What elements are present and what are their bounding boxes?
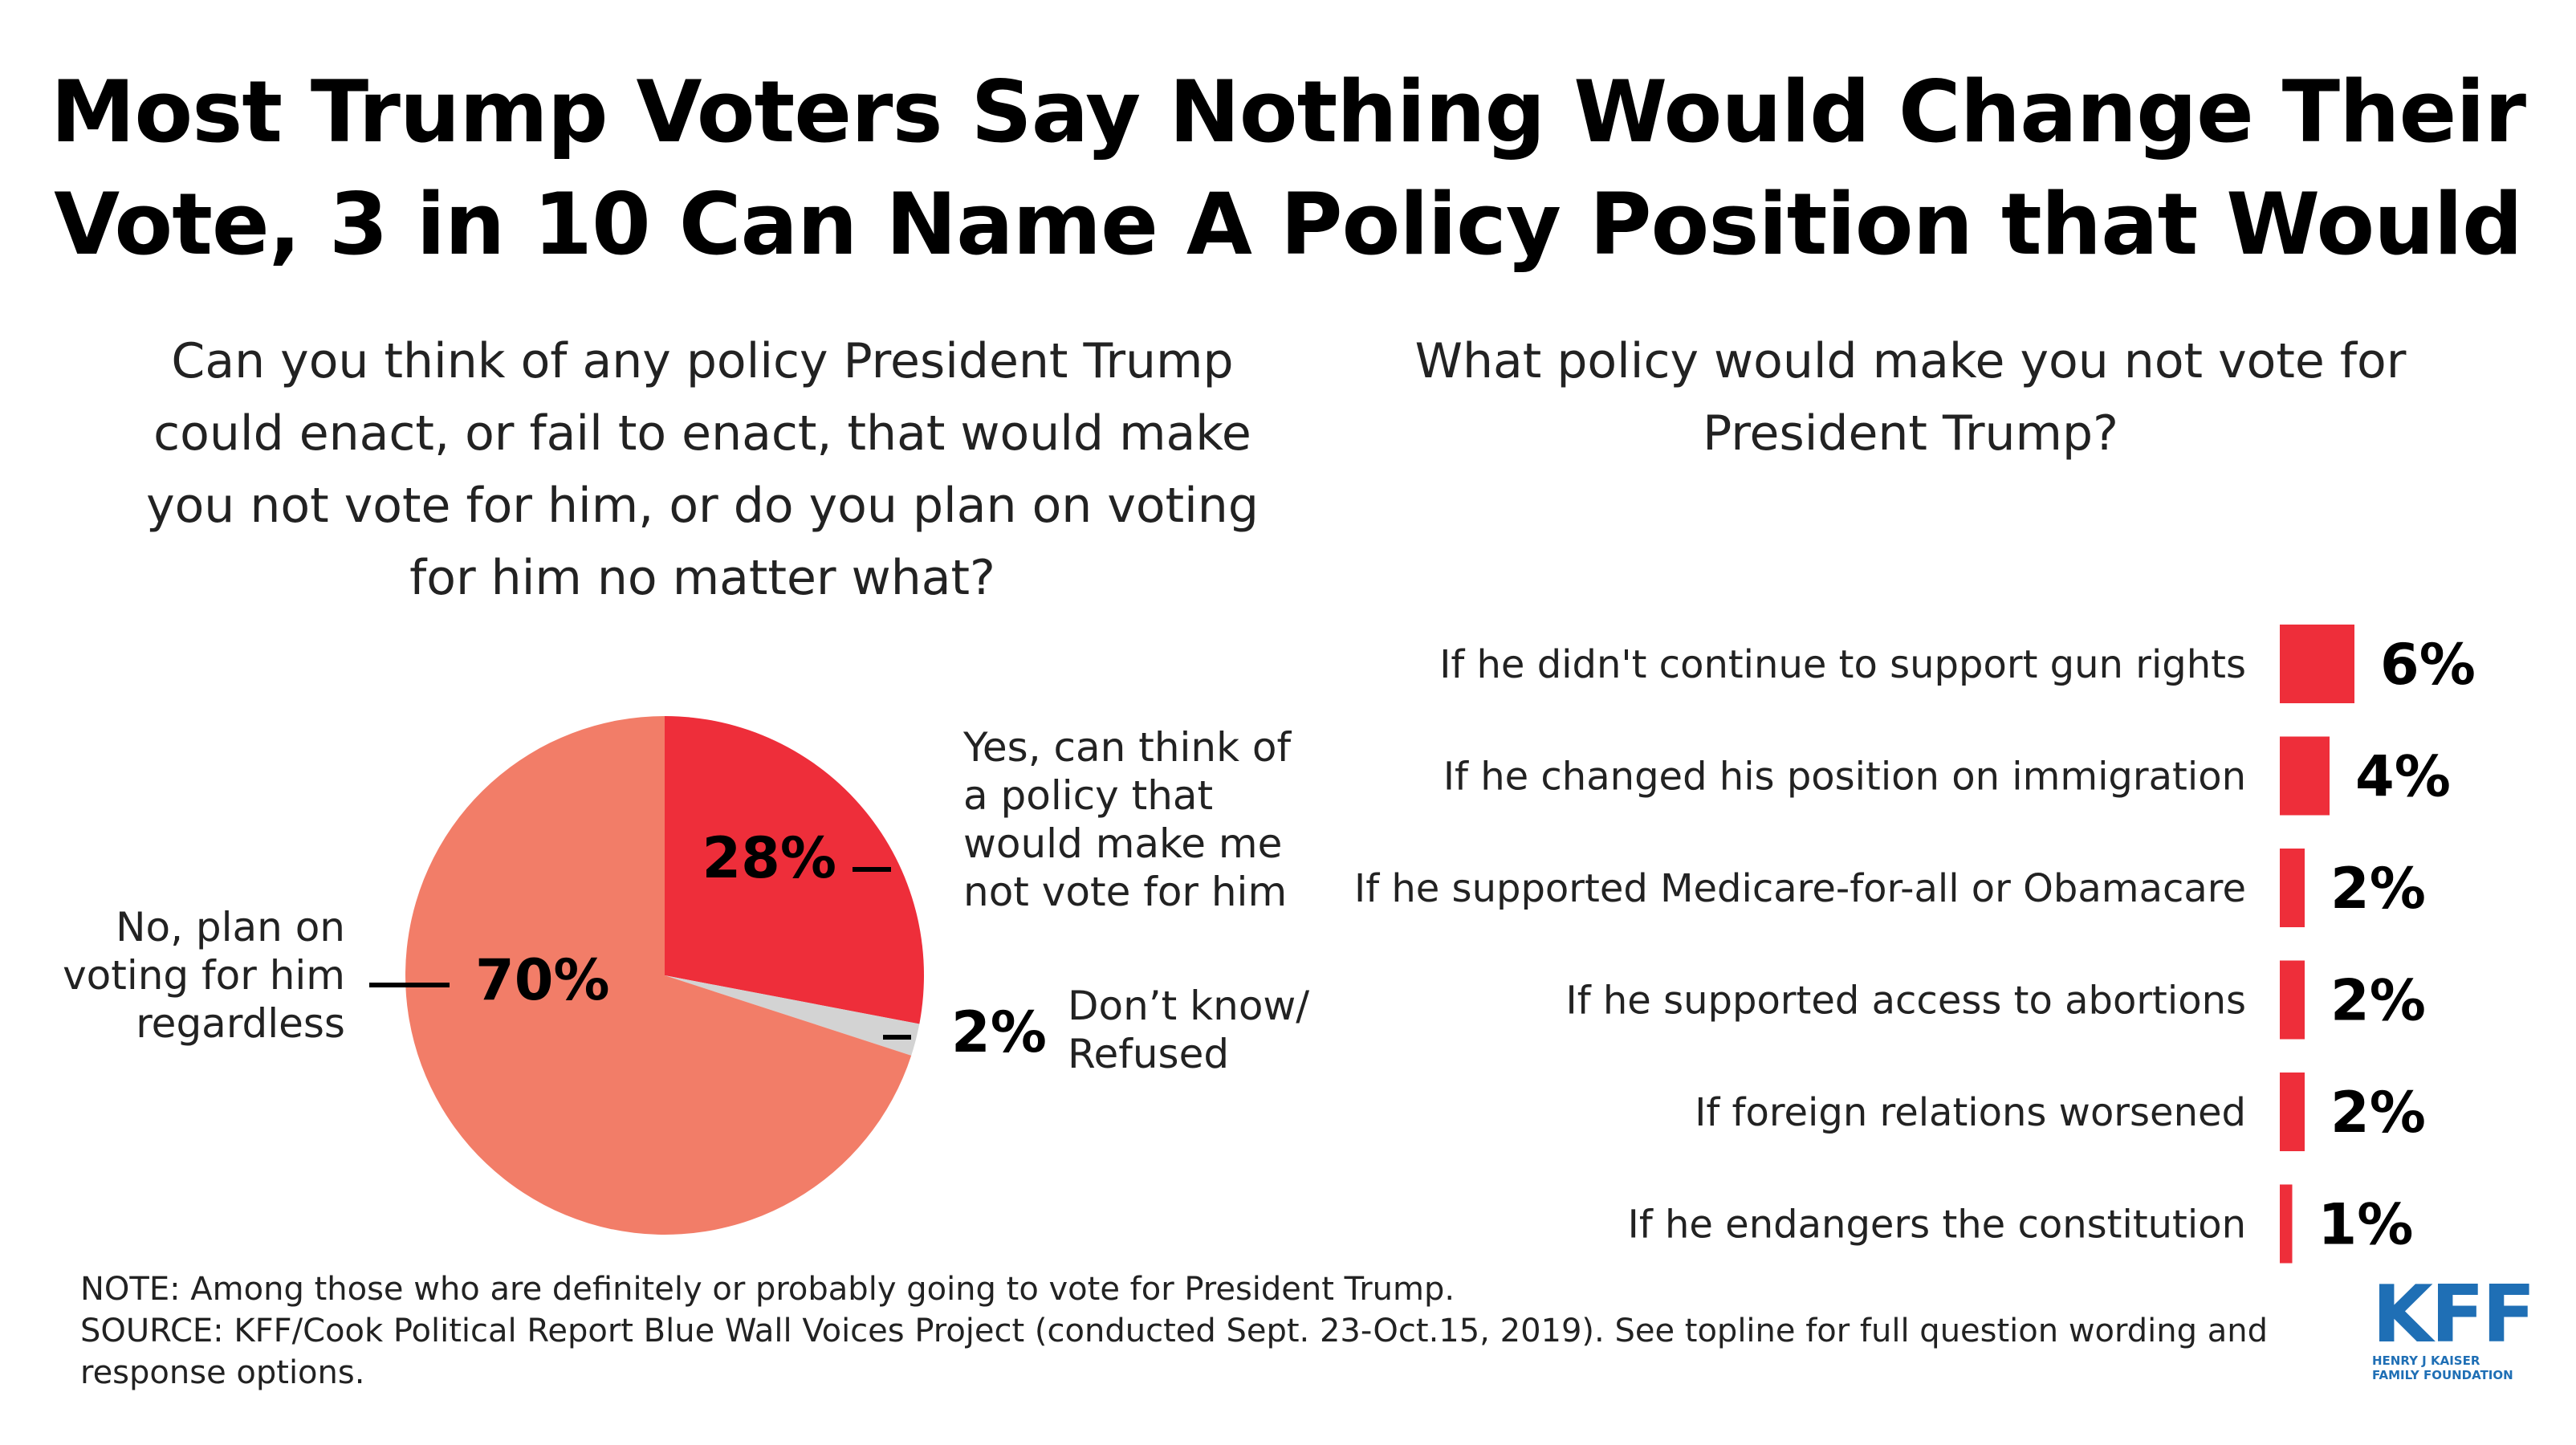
bar xyxy=(2280,960,2305,1040)
bar xyxy=(2280,736,2330,816)
footnote: NOTE: Among those who are definitely or … xyxy=(80,1268,2328,1394)
bar xyxy=(2280,1184,2293,1264)
pie-slice xyxy=(405,716,912,1235)
pie-category-label: regardless xyxy=(136,1000,345,1047)
title-line-2: Vote, 3 in 10 Can Name A Policy Position… xyxy=(54,175,2523,274)
bar-category-label: If he supported Medicare-for-all or Obam… xyxy=(1354,866,2246,911)
bar-category-label: If he changed his position on immigratio… xyxy=(1443,755,2246,800)
left-question-line: could enact, or fail to enact, that woul… xyxy=(153,405,1251,462)
bar-value-label: 2% xyxy=(2330,968,2426,1034)
kff-logo: KFF HENRY J KAISER FAMILY FOUNDATION xyxy=(2372,1269,2536,1382)
right-question-line: What policy would make you not vote for xyxy=(1414,333,2407,389)
pie-category-label: No, plan on xyxy=(116,904,345,950)
bar-value-label: 2% xyxy=(2330,856,2426,922)
left-question: Can you think of any policy President Tr… xyxy=(88,325,1316,614)
pie-category-label: would make me xyxy=(963,820,1282,867)
logo-text: KFF xyxy=(2372,1269,2536,1361)
pie-slice xyxy=(665,716,924,1024)
pie-category-label: a policy that xyxy=(963,772,1213,819)
left-question-line: for him no matter what? xyxy=(409,550,995,606)
right-question-line: President Trump? xyxy=(1703,405,2118,462)
bar-category-label: If he didn't continue to support gun rig… xyxy=(1439,642,2246,687)
bar xyxy=(2280,625,2354,703)
source-text: SOURCE: KFF/Cook Political Report Blue W… xyxy=(80,1313,2268,1349)
bar-value-label: 4% xyxy=(2355,744,2451,810)
bar-category-label: If he endangers the constitution xyxy=(1628,1203,2246,1248)
left-question-line: Can you think of any policy President Tr… xyxy=(171,333,1234,389)
pie-category-label: Refused xyxy=(1068,1031,1229,1077)
bar xyxy=(2280,1073,2305,1151)
pie-value-label: 2% xyxy=(951,999,1047,1065)
bar-value-label: 1% xyxy=(2318,1192,2414,1258)
pie-category-label: Yes, can think of xyxy=(962,724,1292,771)
left-question-line: you not vote for him, or do you plan on … xyxy=(146,478,1259,534)
pie-category-label: voting for him xyxy=(63,952,345,999)
bar xyxy=(2280,849,2305,927)
bar-category-label: If he supported access to abortions xyxy=(1566,979,2246,1024)
logo-subtext: FAMILY FOUNDATION xyxy=(2372,1368,2513,1382)
bar-category-label: If foreign relations worsened xyxy=(1695,1090,2246,1135)
logo-subtext: HENRY J KAISER xyxy=(2372,1353,2480,1368)
pie-slice xyxy=(665,975,920,1056)
right-question: What policy would make you not vote for … xyxy=(1357,325,2464,470)
bar-value-label: 6% xyxy=(2380,632,2476,698)
chart-title: Most Trump Voters Say Nothing Would Chan… xyxy=(0,56,2576,281)
source-text: response options. xyxy=(80,1354,365,1391)
note-text: NOTE: Among those who are definitely or … xyxy=(80,1271,1455,1308)
bar-chart: If he didn't continue to support gun rig… xyxy=(1354,625,2476,1264)
pie-category-label: not vote for him xyxy=(963,869,1287,915)
bar-value-label: 2% xyxy=(2330,1080,2426,1146)
pie-value-label: 28% xyxy=(702,825,836,891)
title-line-1: Most Trump Voters Say Nothing Would Chan… xyxy=(50,63,2526,161)
pie-value-label: 70% xyxy=(475,947,610,1013)
pie-category-label: Don’t know/ xyxy=(1068,983,1309,1029)
